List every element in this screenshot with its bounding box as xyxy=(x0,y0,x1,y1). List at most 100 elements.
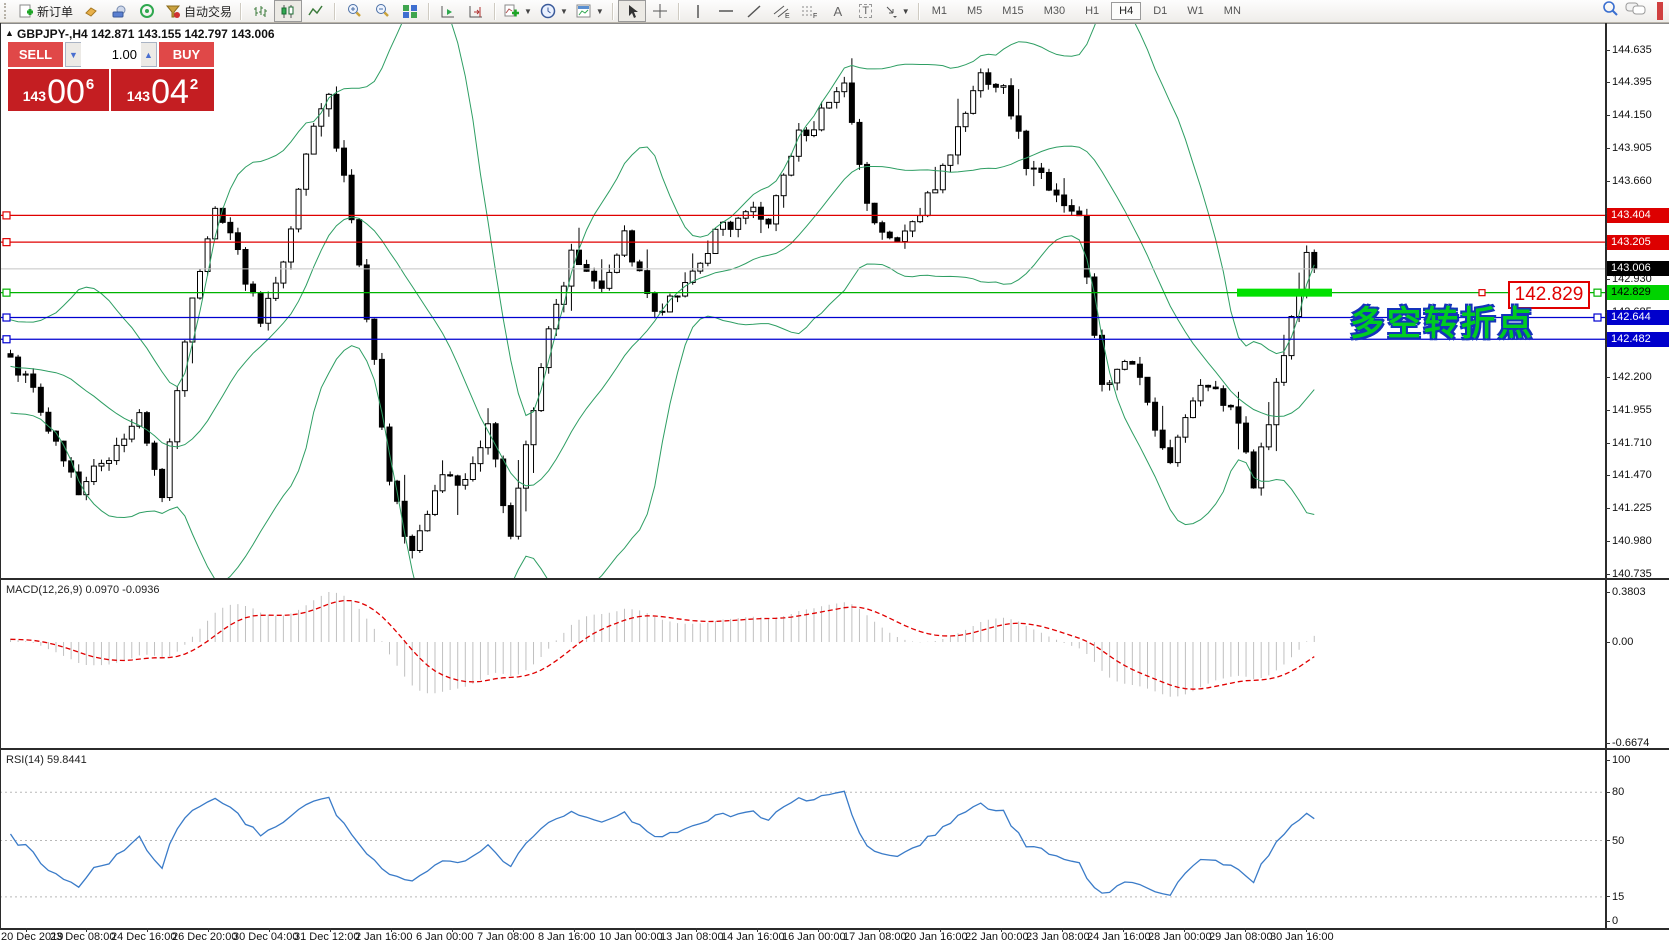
zoom-out-button[interactable] xyxy=(368,0,396,22)
chart-shift-button[interactable] xyxy=(462,0,490,22)
gold-box-icon xyxy=(83,4,99,18)
trendline-button[interactable] xyxy=(740,0,768,22)
bollinger-bands xyxy=(10,23,1315,578)
time-axis-tickmark xyxy=(574,928,575,932)
signals-button[interactable] xyxy=(133,0,161,22)
hline-handle[interactable] xyxy=(2,335,11,344)
time-axis-tickmark xyxy=(1245,928,1246,932)
auto-scroll-button[interactable] xyxy=(434,0,462,22)
autotrading-button[interactable]: 自动交易 xyxy=(161,0,236,22)
macd-signal-line xyxy=(10,599,1315,690)
new-order-icon xyxy=(19,4,34,19)
time-axis-tickmark xyxy=(86,928,87,932)
price-axis-tickmark xyxy=(1605,180,1610,182)
price-axis-tick: 140.980 xyxy=(1612,535,1652,548)
buy-price-prefix: 143 xyxy=(126,88,151,104)
cn-annotation-text[interactable]: 多空转折点 xyxy=(1350,305,1535,343)
timeframe-button-D1[interactable]: D1 xyxy=(1153,5,1168,17)
tile-windows-button[interactable] xyxy=(396,0,424,22)
price-axis-tickmark xyxy=(1605,540,1610,542)
vertical-line-button[interactable] xyxy=(684,0,712,22)
time-axis-label: 17 Jan 08:00 xyxy=(843,931,907,943)
arrows-button[interactable]: ▼ xyxy=(880,0,914,22)
one-click-trade-panel: SELL ▼ ▲ BUY 143 00 6 143 04 2 xyxy=(8,42,214,111)
price-axis-tick: 141.225 xyxy=(1612,502,1652,515)
separator xyxy=(917,2,920,20)
collapse-arrow-icon[interactable]: ▲ xyxy=(5,28,14,38)
volume-down-button[interactable]: ▼ xyxy=(66,43,81,66)
volume-up-button[interactable]: ▲ xyxy=(141,43,156,66)
pane-separator[interactable] xyxy=(0,578,1669,580)
bar-chart-mode-button[interactable] xyxy=(246,0,274,22)
cursor-button[interactable] xyxy=(617,0,646,22)
time-axis-label: 29 Jan 08:00 xyxy=(1209,931,1273,943)
pane-separator[interactable] xyxy=(0,748,1669,750)
price-axis-tick: 141.470 xyxy=(1612,469,1652,482)
template-icon xyxy=(576,4,592,19)
rsi-axis-tickmark xyxy=(1605,920,1610,922)
chart-shift-icon xyxy=(468,4,484,19)
pane-separator xyxy=(0,928,1669,930)
time-axis-label: 23 Jan 08:00 xyxy=(1026,931,1090,943)
buy-price[interactable]: 143 04 2 xyxy=(111,69,214,111)
market-watch-button[interactable] xyxy=(77,0,105,22)
toolbar-drag-handle[interactable] xyxy=(4,3,11,19)
timeframe-button-H1[interactable]: H1 xyxy=(1085,5,1100,17)
rsi-axis-tickmark xyxy=(1605,896,1610,898)
hline-handle[interactable] xyxy=(2,313,11,322)
periods-button[interactable]: ▼ xyxy=(536,0,572,22)
separator xyxy=(428,2,431,20)
text-label-button[interactable]: T xyxy=(852,0,880,22)
timeframe-button-MN[interactable]: MN xyxy=(1223,5,1241,17)
fibonacci-button[interactable]: F xyxy=(796,0,824,22)
horizontal-line-button[interactable] xyxy=(712,0,740,22)
hline-handle[interactable] xyxy=(2,288,11,297)
timeframe-button-M30[interactable]: M30 xyxy=(1043,5,1066,17)
thick-green-trend-segment[interactable] xyxy=(1237,288,1332,297)
rsi-pane[interactable] xyxy=(0,750,1606,928)
pane-separator xyxy=(0,23,1669,24)
volume-input[interactable] xyxy=(81,42,141,67)
search-icon[interactable] xyxy=(1602,0,1619,22)
price-axis-tickmark xyxy=(1605,278,1610,280)
sell-price-sup: 6 xyxy=(85,76,95,93)
time-axis-label: 10 Jan 00:00 xyxy=(599,931,663,943)
sell-button[interactable]: SELL xyxy=(8,42,63,67)
templates-button[interactable]: ▼ xyxy=(572,0,608,22)
buy-button[interactable]: BUY xyxy=(159,42,214,67)
hline-handle[interactable] xyxy=(1593,313,1602,322)
hline-handle[interactable] xyxy=(2,238,11,247)
macd-pane[interactable] xyxy=(0,580,1606,748)
timeframe-button-M5[interactable]: M5 xyxy=(967,5,983,17)
new-order-button[interactable]: 新订单 xyxy=(15,0,77,22)
time-axis-tickmark xyxy=(26,928,27,932)
indicators-button[interactable]: ▼ xyxy=(500,0,536,22)
price-axis-tick: 141.955 xyxy=(1612,404,1652,417)
text-annotation-button[interactable]: A xyxy=(824,0,852,22)
separator xyxy=(240,2,243,20)
rsi-axis-tick: 80 xyxy=(1612,786,1625,799)
sell-price[interactable]: 143 00 6 xyxy=(8,69,109,111)
main-chart-pane[interactable] xyxy=(0,23,1606,578)
timeframe-button-M1[interactable]: M1 xyxy=(931,5,947,17)
line-chart-mode-button[interactable] xyxy=(302,0,330,22)
price-flag-anchor[interactable] xyxy=(1478,289,1486,297)
timeframe-button-W1[interactable]: W1 xyxy=(1187,5,1204,17)
dropdown-arrow-icon: ▼ xyxy=(559,6,568,16)
equidistant-channel-button[interactable]: E xyxy=(768,0,796,22)
window-edge-marker xyxy=(1657,2,1663,20)
price-flag-label[interactable]: 142.829 xyxy=(1508,281,1590,309)
chat-icon[interactable] xyxy=(1625,1,1647,22)
candlestick-mode-button[interactable] xyxy=(274,0,303,22)
terminal-button[interactable] xyxy=(105,0,133,22)
time-axis-tickmark xyxy=(696,928,697,932)
zoom-in-button[interactable] xyxy=(340,0,368,22)
hline-handle[interactable] xyxy=(1593,288,1602,297)
price-axis-tickmark xyxy=(1605,49,1610,51)
timeframe-button-H4[interactable]: H4 xyxy=(1111,2,1142,20)
timeframe-button-M15[interactable]: M15 xyxy=(1002,5,1024,17)
arrow-shapes-icon xyxy=(884,4,898,18)
text-label-icon: T xyxy=(859,4,873,18)
crosshair-button[interactable] xyxy=(646,0,674,22)
hline-handle[interactable] xyxy=(2,211,11,220)
